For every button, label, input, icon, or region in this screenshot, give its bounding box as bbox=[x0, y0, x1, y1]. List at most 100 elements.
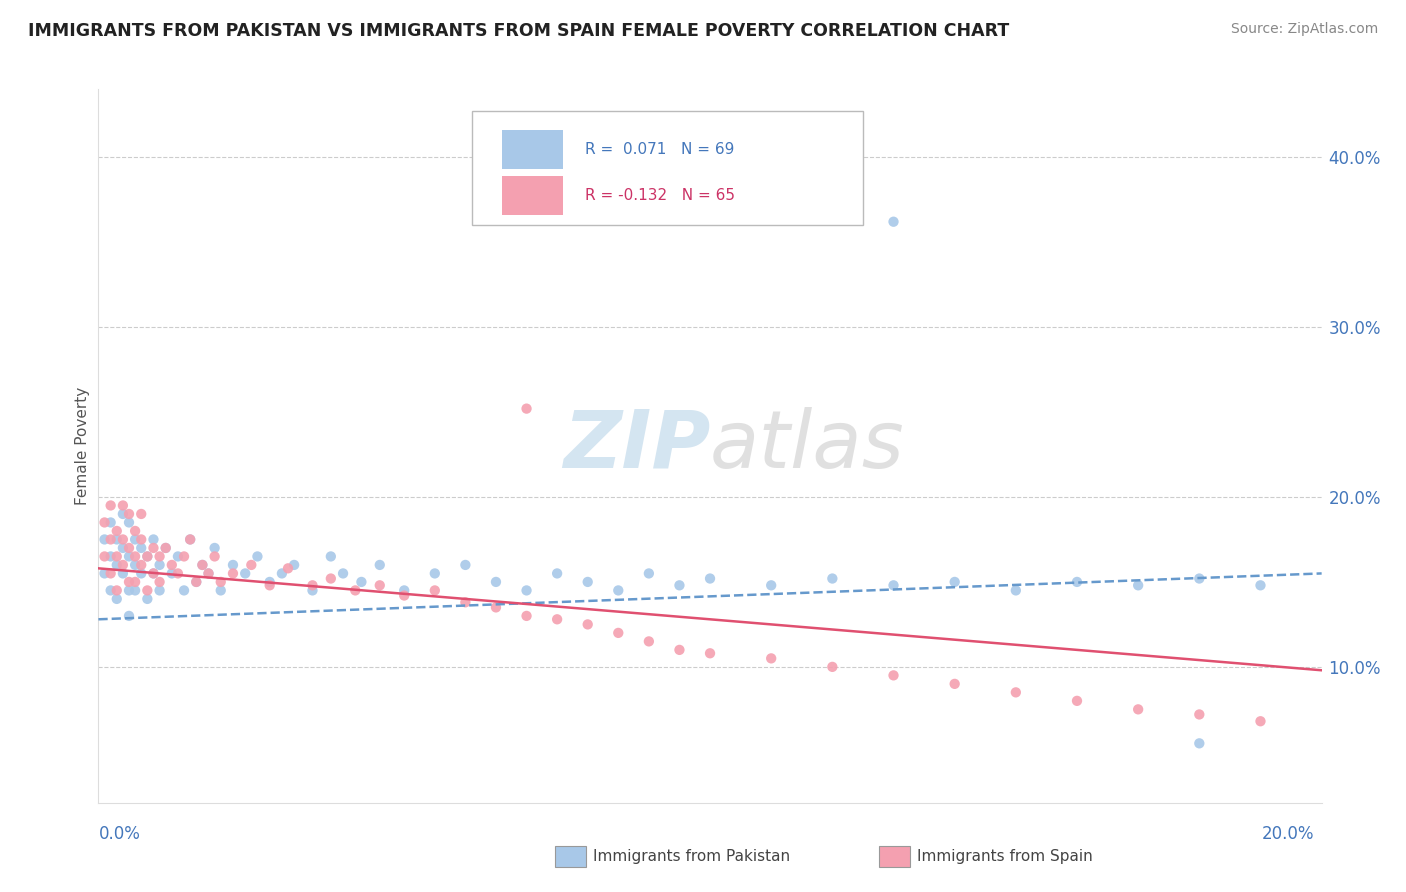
Point bbox=[454, 595, 477, 609]
Point bbox=[943, 574, 966, 589]
Point bbox=[186, 574, 208, 589]
Point bbox=[93, 516, 115, 530]
Point bbox=[204, 549, 226, 564]
Point bbox=[105, 524, 128, 538]
Point bbox=[222, 558, 245, 572]
Point bbox=[368, 558, 391, 572]
Text: R = -0.132   N = 65: R = -0.132 N = 65 bbox=[585, 188, 735, 203]
Point bbox=[1128, 578, 1150, 592]
Point bbox=[100, 583, 122, 598]
Point bbox=[136, 549, 159, 564]
Point bbox=[637, 566, 661, 581]
Point bbox=[821, 660, 844, 674]
Point bbox=[759, 651, 782, 665]
Point bbox=[546, 612, 568, 626]
Point bbox=[155, 541, 177, 555]
Point bbox=[637, 634, 661, 648]
Point bbox=[149, 583, 172, 598]
Point bbox=[142, 533, 165, 547]
Y-axis label: Female Poverty: Female Poverty bbox=[75, 387, 90, 505]
Point bbox=[943, 677, 966, 691]
Point bbox=[155, 541, 177, 555]
Point bbox=[423, 583, 446, 598]
Point bbox=[118, 574, 141, 589]
Point bbox=[100, 499, 122, 513]
Point bbox=[124, 549, 146, 564]
Point bbox=[124, 533, 146, 547]
Point bbox=[423, 566, 446, 581]
Point bbox=[124, 524, 146, 538]
Point bbox=[118, 516, 141, 530]
Point bbox=[186, 574, 208, 589]
Point bbox=[344, 583, 367, 598]
Point bbox=[301, 583, 323, 598]
Point bbox=[485, 600, 508, 615]
Point bbox=[149, 574, 172, 589]
Point bbox=[576, 574, 599, 589]
Point bbox=[240, 558, 263, 572]
Text: 20.0%: 20.0% bbox=[1263, 825, 1315, 843]
Point bbox=[191, 558, 214, 572]
Point bbox=[129, 533, 152, 547]
Point bbox=[93, 533, 115, 547]
Point bbox=[111, 558, 134, 572]
Point bbox=[1128, 702, 1150, 716]
Point bbox=[142, 566, 165, 581]
Point bbox=[668, 643, 690, 657]
Point bbox=[105, 591, 128, 606]
Point bbox=[167, 549, 190, 564]
Point bbox=[1249, 578, 1271, 592]
Point bbox=[124, 583, 146, 598]
Point bbox=[136, 583, 159, 598]
Point bbox=[883, 215, 905, 229]
Bar bbox=[502, 130, 564, 169]
Point bbox=[179, 533, 201, 547]
Point bbox=[160, 566, 183, 581]
Point bbox=[1004, 685, 1026, 699]
Point bbox=[179, 533, 201, 547]
Point bbox=[607, 626, 630, 640]
Point bbox=[93, 549, 115, 564]
Point bbox=[576, 617, 599, 632]
Text: IMMIGRANTS FROM PAKISTAN VS IMMIGRANTS FROM SPAIN FEMALE POVERTY CORRELATION CHA: IMMIGRANTS FROM PAKISTAN VS IMMIGRANTS F… bbox=[28, 22, 1010, 40]
Text: Immigrants from Pakistan: Immigrants from Pakistan bbox=[593, 849, 790, 863]
Point bbox=[173, 583, 195, 598]
Point bbox=[350, 574, 373, 589]
Point bbox=[607, 583, 630, 598]
Point bbox=[111, 499, 134, 513]
Point bbox=[111, 566, 134, 581]
Point bbox=[1066, 574, 1088, 589]
Point bbox=[118, 549, 141, 564]
Point bbox=[1249, 714, 1271, 729]
Point bbox=[246, 549, 269, 564]
Point bbox=[301, 578, 323, 592]
Point bbox=[233, 566, 256, 581]
Point bbox=[1188, 707, 1211, 722]
Point bbox=[454, 558, 477, 572]
Point bbox=[111, 507, 134, 521]
Point bbox=[332, 566, 354, 581]
Point bbox=[129, 507, 152, 521]
Point bbox=[546, 566, 568, 581]
Point bbox=[105, 558, 128, 572]
Point bbox=[100, 566, 122, 581]
Point bbox=[142, 566, 165, 581]
Point bbox=[259, 574, 281, 589]
Point bbox=[319, 549, 342, 564]
Point bbox=[129, 541, 152, 555]
Point bbox=[209, 574, 232, 589]
Point bbox=[699, 572, 721, 586]
Text: Immigrants from Spain: Immigrants from Spain bbox=[917, 849, 1092, 863]
Point bbox=[699, 646, 721, 660]
Point bbox=[100, 516, 122, 530]
Text: 0.0%: 0.0% bbox=[98, 825, 141, 843]
Point bbox=[392, 583, 416, 598]
Point bbox=[270, 566, 292, 581]
Text: ZIP: ZIP bbox=[562, 407, 710, 485]
Point bbox=[100, 533, 122, 547]
Point bbox=[160, 558, 183, 572]
Point bbox=[1004, 583, 1026, 598]
Point bbox=[1066, 694, 1088, 708]
Point bbox=[277, 561, 299, 575]
Point bbox=[883, 668, 905, 682]
